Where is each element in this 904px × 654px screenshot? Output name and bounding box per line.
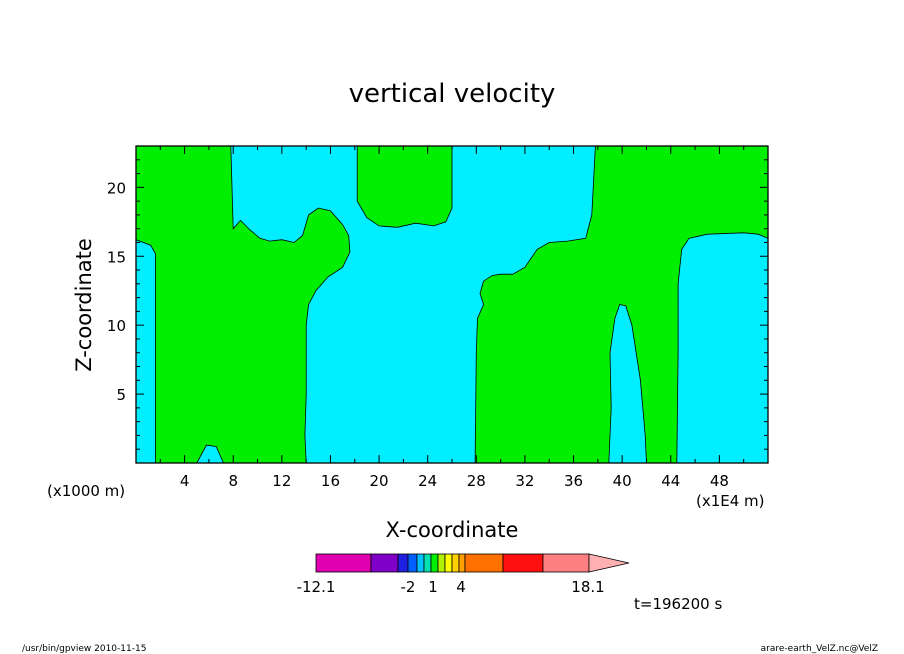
colorbar-segment bbox=[437, 553, 446, 573]
x-tick-label: 12 bbox=[272, 472, 291, 490]
colorbar-label: -12.1 bbox=[297, 578, 336, 596]
contour-region-negative-5 bbox=[676, 232, 769, 464]
x-tick-label: 40 bbox=[613, 472, 632, 490]
contour-region-negative-1 bbox=[135, 239, 156, 464]
plot-area bbox=[135, 145, 769, 464]
colorbar-segment bbox=[464, 553, 504, 573]
contour-region-negative-4 bbox=[608, 304, 647, 464]
colorbar-segment bbox=[370, 553, 399, 573]
colorbar-segment bbox=[451, 553, 460, 573]
colorbar-label: 4 bbox=[456, 578, 466, 596]
x-axis-label: X-coordinate bbox=[386, 518, 519, 542]
y-tick-label: 10 bbox=[107, 317, 126, 335]
colorbar-segment bbox=[416, 553, 425, 573]
colorbar-arrow bbox=[588, 553, 630, 573]
x-tick-label: 32 bbox=[515, 472, 534, 490]
colorbar-segment bbox=[407, 553, 418, 573]
colorbar-segment bbox=[397, 553, 409, 573]
x-tick-label: 44 bbox=[661, 472, 680, 490]
colorbar-segment bbox=[430, 553, 439, 573]
x-tick-label: 4 bbox=[180, 472, 190, 490]
time-label: t=196200 s bbox=[634, 595, 722, 613]
x-tick-label: 24 bbox=[418, 472, 437, 490]
y-tick-label: 20 bbox=[107, 179, 126, 197]
y-axis-label: Z-coordinate bbox=[72, 238, 96, 372]
colorbar-segment bbox=[458, 553, 466, 573]
colorbar-segment bbox=[502, 553, 544, 573]
footer-right: arare-earth_VelZ.nc@VelZ bbox=[761, 644, 878, 654]
colorbar-segment bbox=[542, 553, 590, 573]
x-tick-label: 16 bbox=[321, 472, 340, 490]
x-tick-label: 48 bbox=[710, 472, 729, 490]
y-tick-label: 15 bbox=[107, 248, 126, 266]
colorbar-segment bbox=[444, 553, 453, 573]
contour-region-negative-3 bbox=[230, 145, 596, 464]
colorbar-segment bbox=[315, 553, 372, 573]
y-unit-label: (x1000 m) bbox=[47, 482, 125, 500]
x-tick-label: 20 bbox=[370, 472, 389, 490]
x-tick-label: 28 bbox=[467, 472, 486, 490]
colorbar bbox=[315, 553, 630, 573]
x-tick-label: 36 bbox=[564, 472, 583, 490]
colorbar-label: 18.1 bbox=[571, 578, 604, 596]
footer-left: /usr/bin/gpview 2010-11-15 bbox=[22, 644, 146, 654]
x-tick-label: 8 bbox=[228, 472, 238, 490]
y-tick-label: 5 bbox=[116, 386, 126, 404]
colorbar-label: -2 bbox=[401, 578, 416, 596]
x-unit-label: (x1E4 m) bbox=[696, 492, 765, 510]
chart-title: vertical velocity bbox=[349, 79, 556, 109]
colorbar-segment bbox=[423, 553, 432, 573]
colorbar-label: 1 bbox=[428, 578, 438, 596]
